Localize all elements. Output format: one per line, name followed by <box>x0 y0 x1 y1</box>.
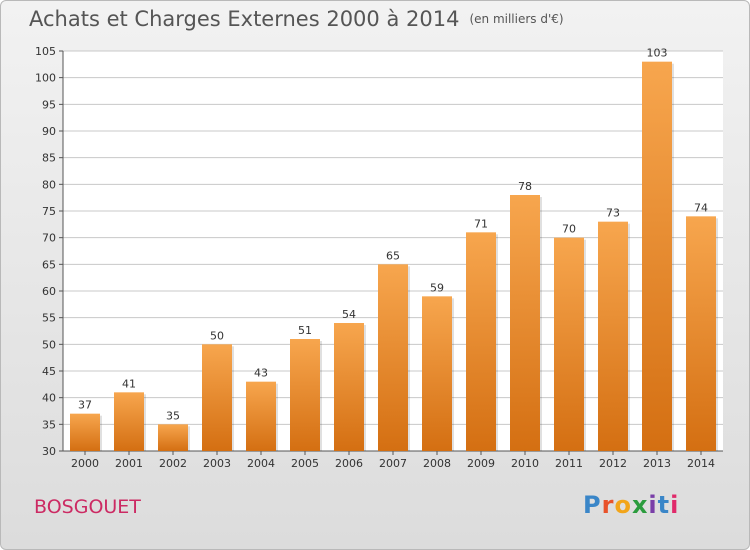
data-label: 51 <box>298 324 312 337</box>
bar <box>554 237 584 451</box>
data-label: 41 <box>122 377 136 390</box>
logo-letter: o <box>614 491 632 519</box>
y-tick-label: 95 <box>42 98 56 111</box>
y-tick-label: 85 <box>42 152 56 165</box>
y-tick-label: 60 <box>42 285 56 298</box>
data-label: 50 <box>210 329 224 342</box>
bar <box>510 195 540 451</box>
y-tick-label: 30 <box>42 445 56 458</box>
bar <box>334 323 364 451</box>
data-label: 103 <box>647 47 668 60</box>
bar <box>598 221 628 451</box>
y-tick-label: 50 <box>42 338 56 351</box>
x-tick-label: 2006 <box>335 457 363 470</box>
x-tick-label: 2005 <box>291 457 319 470</box>
x-tick-label: 2000 <box>71 457 99 470</box>
x-tick-label: 2011 <box>555 457 583 470</box>
y-tick-label: 100 <box>35 72 56 85</box>
data-label: 70 <box>562 223 576 236</box>
logo-letter: i <box>648 491 658 519</box>
x-tick-label: 2013 <box>643 457 671 470</box>
data-label: 73 <box>606 207 620 220</box>
bar <box>70 413 100 451</box>
bar <box>378 264 408 451</box>
data-label: 59 <box>430 281 444 294</box>
x-tick-label: 2004 <box>247 457 275 470</box>
bar <box>422 296 452 451</box>
logo-letter: r <box>601 491 615 519</box>
x-tick-label: 2008 <box>423 457 451 470</box>
x-tick-label: 2012 <box>599 457 627 470</box>
x-tick-label: 2009 <box>467 457 495 470</box>
data-label: 37 <box>78 399 92 412</box>
data-label: 71 <box>474 217 488 230</box>
chart-title-text: Achats et Charges Externes 2000 à 2014 <box>29 7 460 31</box>
y-tick-label: 40 <box>42 392 56 405</box>
logo-letter: t <box>657 491 671 519</box>
y-tick-label: 80 <box>42 178 56 191</box>
y-tick-label: 45 <box>42 365 56 378</box>
data-label: 74 <box>694 201 708 214</box>
x-tick-label: 2010 <box>511 457 539 470</box>
chart-title: Achats et Charges Externes 2000 à 2014 (e… <box>29 7 564 31</box>
x-tick-label: 2003 <box>203 457 231 470</box>
y-tick-label: 35 <box>42 418 56 431</box>
chart-unit: (en milliers d'€) <box>469 12 564 26</box>
logo-letter: x <box>631 491 649 519</box>
data-label: 65 <box>386 249 400 262</box>
y-tick-label: 75 <box>42 205 56 218</box>
bar <box>114 392 144 451</box>
bar <box>642 61 672 452</box>
data-label: 78 <box>518 180 532 193</box>
y-tick-label: 70 <box>42 232 56 245</box>
data-label: 54 <box>342 308 356 321</box>
logo-letter: P <box>583 491 602 519</box>
bar <box>158 424 188 451</box>
bar <box>686 216 716 451</box>
bar <box>466 232 496 451</box>
proxiti-logo: Proxiti <box>583 491 679 519</box>
commune-name: BOSGOUET <box>34 496 141 518</box>
y-tick-label: 105 <box>35 45 56 58</box>
y-tick-label: 55 <box>42 312 56 325</box>
y-tick-label: 90 <box>42 125 56 138</box>
bar <box>202 344 232 451</box>
data-label: 43 <box>254 367 268 380</box>
x-tick-label: 2001 <box>115 457 143 470</box>
data-label: 35 <box>166 409 180 422</box>
x-tick-label: 2002 <box>159 457 187 470</box>
bar <box>246 381 276 451</box>
logo-letter: i <box>670 491 680 519</box>
x-tick-label: 2014 <box>687 457 715 470</box>
bar <box>290 339 320 451</box>
x-tick-label: 2007 <box>379 457 407 470</box>
y-tick-label: 65 <box>42 258 56 271</box>
